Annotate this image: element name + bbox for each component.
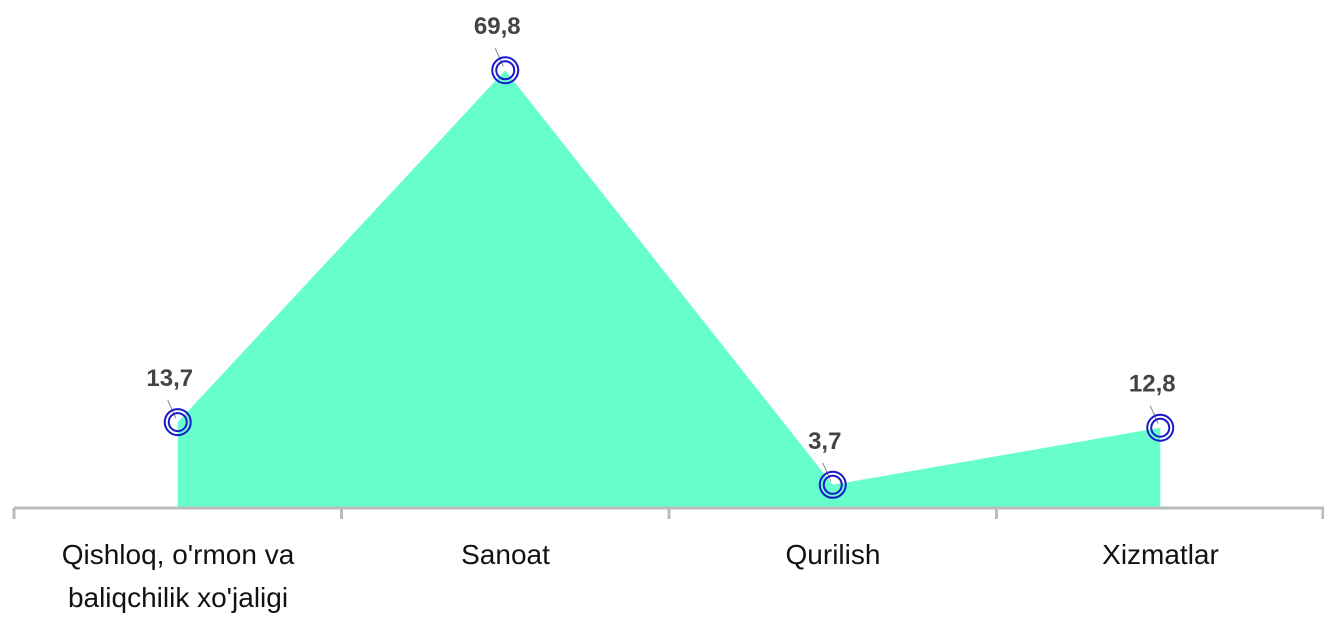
x-tick-label: Sanoat xyxy=(342,533,670,576)
area xyxy=(178,70,1161,508)
x-tick-label: Qishloq, o'rmon va baliqchilik xo'jaligi xyxy=(14,533,342,619)
value-label: 13,7 xyxy=(146,365,193,392)
value-label: 69,8 xyxy=(474,13,521,40)
x-tick-label: Xizmatlar xyxy=(997,533,1324,576)
value-label: 3,7 xyxy=(808,428,841,455)
value-label: 12,8 xyxy=(1129,371,1176,398)
x-tick-label: Qurilish xyxy=(669,533,997,576)
